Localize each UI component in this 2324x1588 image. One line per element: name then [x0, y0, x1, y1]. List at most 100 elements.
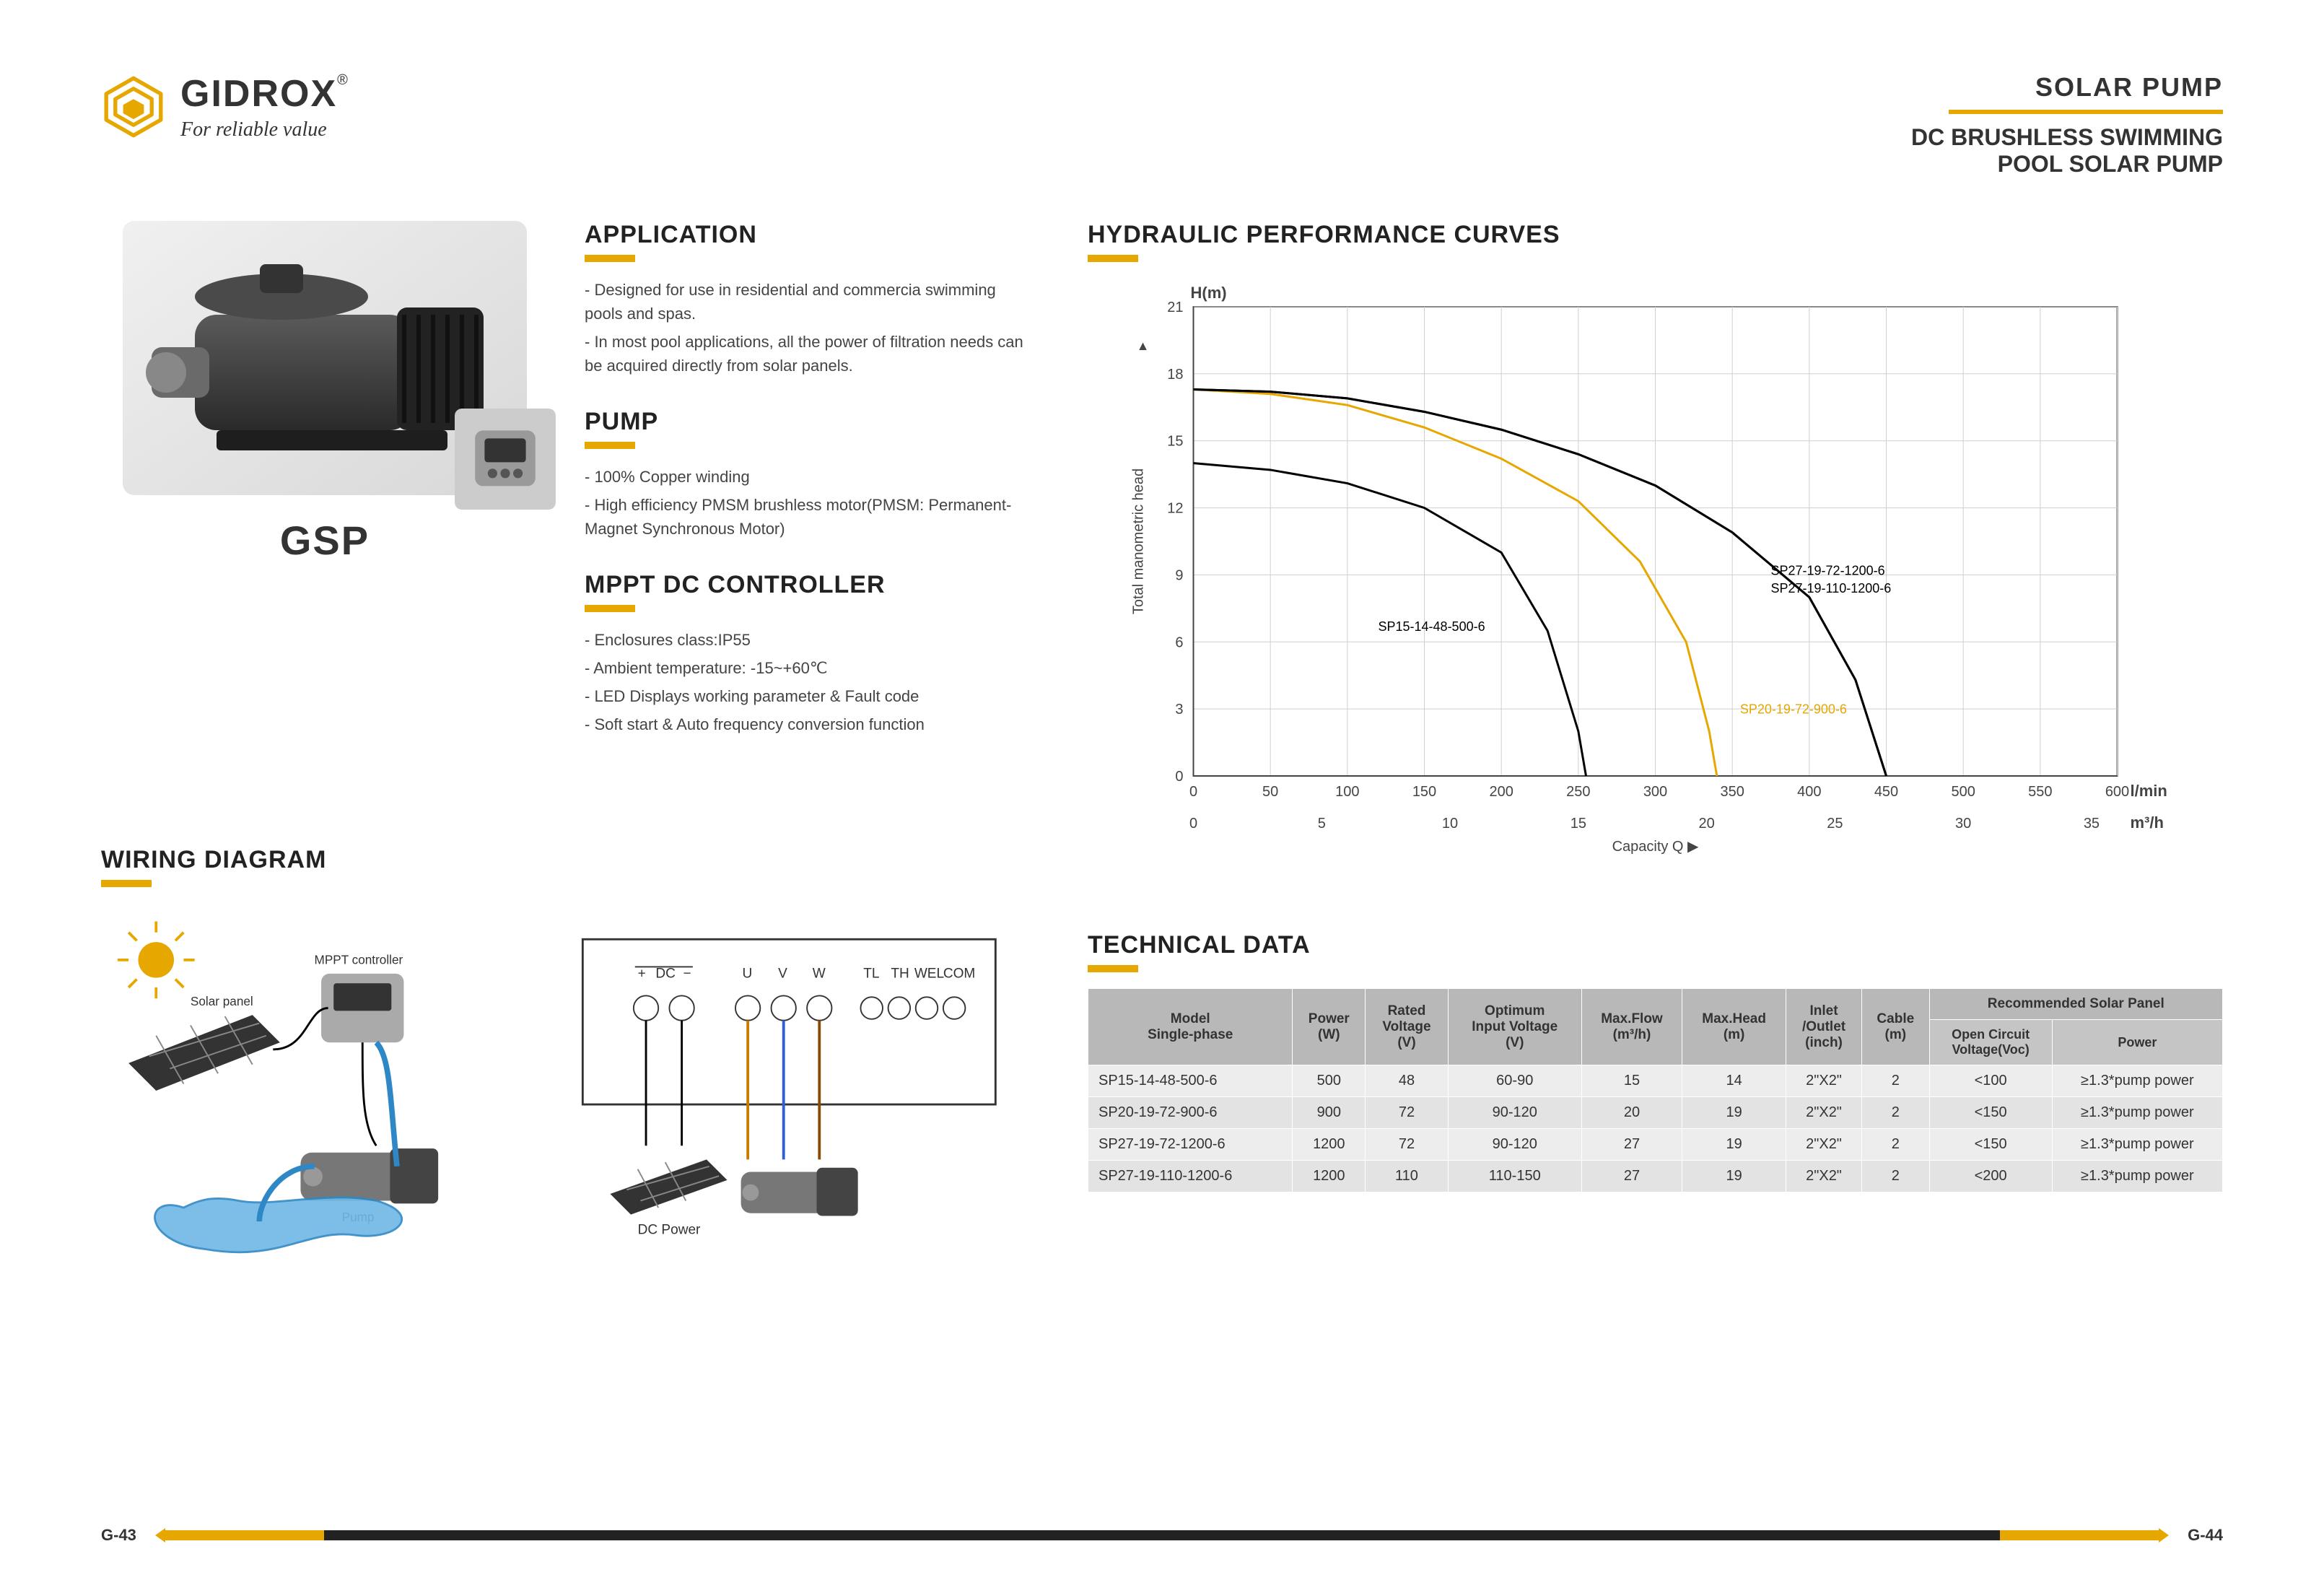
section-application-title: APPLICATION: [585, 221, 1030, 249]
svg-text:H(m): H(m): [1191, 284, 1227, 302]
table-cell: <100: [1929, 1065, 2052, 1097]
product-image-block: GSP: [101, 221, 549, 767]
svg-text:DC: DC: [655, 967, 676, 982]
svg-text:500: 500: [1951, 784, 1975, 800]
table-header: OptimumInput Voltage(V): [1448, 989, 1581, 1065]
svg-text:+: +: [638, 967, 646, 982]
table-cell: 2"X2": [1786, 1161, 1862, 1192]
section-rule: [101, 880, 152, 887]
svg-text:6: 6: [1175, 634, 1183, 650]
section-curves: HYDRAULIC PERFORMANCE CURVES 03691215182…: [1088, 221, 2223, 873]
techdata-table: ModelSingle-phasePower(W)RatedVoltage(V)…: [1088, 988, 2223, 1192]
section-techdata: TECHNICAL DATA ModelSingle-phasePower(W)…: [1088, 931, 2223, 1192]
table-cell: ≥1.3*pump power: [2052, 1065, 2222, 1097]
table-cell: 2: [1862, 1161, 1930, 1192]
section-techdata-title: TECHNICAL DATA: [1088, 931, 2223, 959]
table-cell: ≥1.3*pump power: [2052, 1161, 2222, 1192]
table-cell: 27: [1581, 1129, 1682, 1161]
svg-text:W: W: [813, 967, 826, 982]
table-cell: 19: [1682, 1129, 1786, 1161]
table-cell: 110-150: [1448, 1161, 1581, 1192]
controller-image: [455, 409, 556, 510]
pump-bullet: - High efficiency PMSM brushless motor(P…: [585, 493, 1030, 541]
section-pump: PUMP - 100% Copper winding - High effici…: [585, 408, 1030, 541]
table-cell: 14: [1682, 1065, 1786, 1097]
brand-logo: GIDROX® For reliable value: [101, 72, 348, 141]
section-rule: [585, 605, 635, 612]
section-rule: [1088, 255, 1138, 262]
table-cell: 60-90: [1448, 1065, 1581, 1097]
table-cell: SP20-19-72-900-6: [1088, 1097, 1293, 1129]
mppt-bullet: - LED Displays working parameter & Fault…: [585, 684, 1030, 708]
svg-text:0: 0: [1175, 769, 1183, 785]
table-header: Cable(m): [1862, 989, 1930, 1065]
table-cell: 2: [1862, 1065, 1930, 1097]
brand-name: GIDROX: [180, 73, 337, 115]
svg-text:250: 250: [1566, 784, 1590, 800]
table-header: RatedVoltage(V): [1366, 989, 1449, 1065]
table-cell: 2"X2": [1786, 1129, 1862, 1161]
svg-text:5: 5: [1318, 816, 1326, 832]
page-title-line1: DC BRUSHLESS SWIMMING: [1911, 124, 2223, 151]
table-cell: 15: [1581, 1065, 1682, 1097]
table-cell: ≥1.3*pump power: [2052, 1097, 2222, 1129]
page-footer: G-43 G-44: [101, 1526, 2223, 1545]
table-cell: 72: [1366, 1129, 1449, 1161]
wiring-label-mppt: MPPT controller: [315, 953, 403, 967]
table-cell: 500: [1293, 1065, 1366, 1097]
controller-icon: [466, 419, 545, 499]
wiring-label-solar: Solar panel: [191, 994, 253, 1008]
table-cell: 90-120: [1448, 1097, 1581, 1129]
table-cell: <200: [1929, 1161, 2052, 1192]
table-row: SP20-19-72-900-69007290-12020192"X2"2<15…: [1088, 1097, 2223, 1129]
svg-text:0: 0: [1189, 784, 1197, 800]
svg-text:15: 15: [1571, 816, 1586, 832]
table-cell: 110: [1366, 1161, 1449, 1192]
section-rule: [1088, 965, 1138, 972]
brand-registered: ®: [337, 72, 348, 88]
svg-text:COM: COM: [943, 967, 975, 982]
section-application: APPLICATION - Designed for use in reside…: [585, 221, 1030, 378]
svg-text:30: 30: [1955, 816, 1971, 832]
svg-text:U: U: [743, 967, 753, 982]
svg-text:600: 600: [2105, 784, 2129, 800]
table-cell: 27: [1581, 1161, 1682, 1192]
table-header: ModelSingle-phase: [1088, 989, 1293, 1065]
mppt-bullet: - Ambient temperature: -15~+60℃: [585, 656, 1030, 680]
table-cell: 48: [1366, 1065, 1449, 1097]
page-title-line2: POOL SOLAR PUMP: [1911, 151, 2223, 178]
svg-text:100: 100: [1335, 784, 1359, 800]
table-header: Max.Head(m): [1682, 989, 1786, 1065]
section-rule: [585, 255, 635, 262]
mppt-bullet: - Enclosures class:IP55: [585, 628, 1030, 652]
table-cell: 2"X2": [1786, 1065, 1862, 1097]
svg-text:V: V: [778, 967, 787, 982]
svg-text:25: 25: [1827, 816, 1843, 832]
svg-text:300: 300: [1643, 784, 1667, 800]
svg-text:Total manometric head: Total manometric head: [1131, 468, 1147, 614]
svg-text:SP15-14-48-500-6: SP15-14-48-500-6: [1379, 619, 1485, 634]
table-cell: SP27-19-72-1200-6: [1088, 1129, 1293, 1161]
footer-bar: [165, 1530, 2159, 1540]
svg-text:m³/h: m³/h: [2131, 813, 2164, 832]
page-number-left: G-43: [101, 1526, 136, 1545]
application-bullet: - In most pool applications, all the pow…: [585, 330, 1030, 378]
svg-text:l/min: l/min: [2131, 782, 2167, 800]
table-cell: <150: [1929, 1129, 2052, 1161]
table-cell: 2"X2": [1786, 1097, 1862, 1129]
svg-text:450: 450: [1874, 784, 1898, 800]
brand-logo-mark: [101, 74, 166, 139]
svg-text:150: 150: [1412, 784, 1436, 800]
section-mppt: MPPT DC CONTROLLER - Enclosures class:IP…: [585, 571, 1030, 736]
application-bullet: - Designed for use in residential and co…: [585, 278, 1030, 326]
table-header: Power(W): [1293, 989, 1366, 1065]
wiring-label-dcpower: DC Power: [638, 1222, 701, 1237]
svg-text:200: 200: [1489, 784, 1513, 800]
section-curves-title: HYDRAULIC PERFORMANCE CURVES: [1088, 221, 2223, 249]
svg-text:20: 20: [1698, 816, 1714, 832]
table-header: Recommended Solar Panel: [1929, 989, 2222, 1020]
table-cell: 1200: [1293, 1161, 1366, 1192]
svg-text:10: 10: [1442, 816, 1458, 832]
performance-chart: 0369121518210501001502002503003504004505…: [1088, 278, 2223, 870]
table-cell: SP15-14-48-500-6: [1088, 1065, 1293, 1097]
